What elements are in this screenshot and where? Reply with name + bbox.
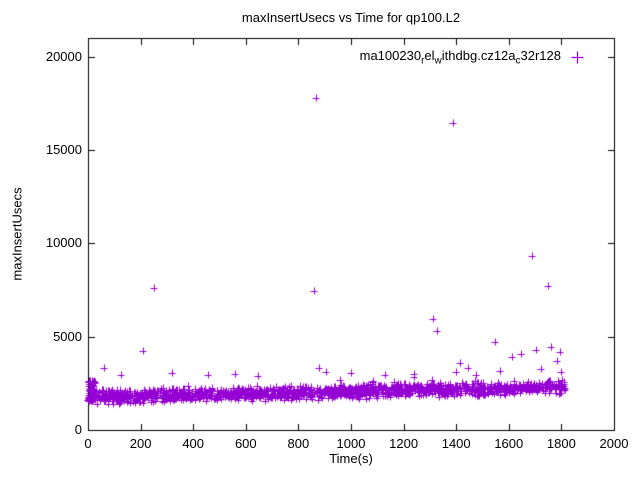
legend: ma100230relwithdbg.cz12ac32r128 bbox=[360, 48, 584, 67]
y-tick-label: 15000 bbox=[45, 142, 82, 157]
x-tick-label: 1400 bbox=[441, 436, 471, 451]
chart-title: maxInsertUsecs vs Time for qp100.L2 bbox=[241, 10, 461, 25]
x-axis-label: Time(s) bbox=[329, 451, 373, 466]
y-tick-label: 10000 bbox=[45, 235, 82, 251]
x-tick-label: 400 bbox=[182, 436, 205, 451]
x-tick-label: 1600 bbox=[494, 436, 524, 451]
y-tick-label: 0 bbox=[74, 422, 82, 437]
x-tick-label: 1200 bbox=[389, 436, 419, 451]
legend-label: ma100230relwithdbg.cz12ac32r128 bbox=[359, 48, 561, 67]
y-axis-label: maxInsertUsecs bbox=[9, 187, 25, 281]
legend-point-marker bbox=[571, 51, 584, 64]
x-tick-label: 600 bbox=[234, 436, 257, 451]
x-tick-label: 800 bbox=[287, 436, 310, 451]
y-tick-label: 20000 bbox=[45, 48, 82, 64]
y-tick-label: 5000 bbox=[53, 328, 82, 344]
x-tick-label: 0 bbox=[84, 436, 92, 451]
x-tick-label: 200 bbox=[129, 436, 152, 451]
x-tick-label: 2000 bbox=[599, 436, 629, 451]
x-tick-label: 1800 bbox=[546, 436, 576, 451]
x-tick-label: 1000 bbox=[336, 436, 366, 451]
